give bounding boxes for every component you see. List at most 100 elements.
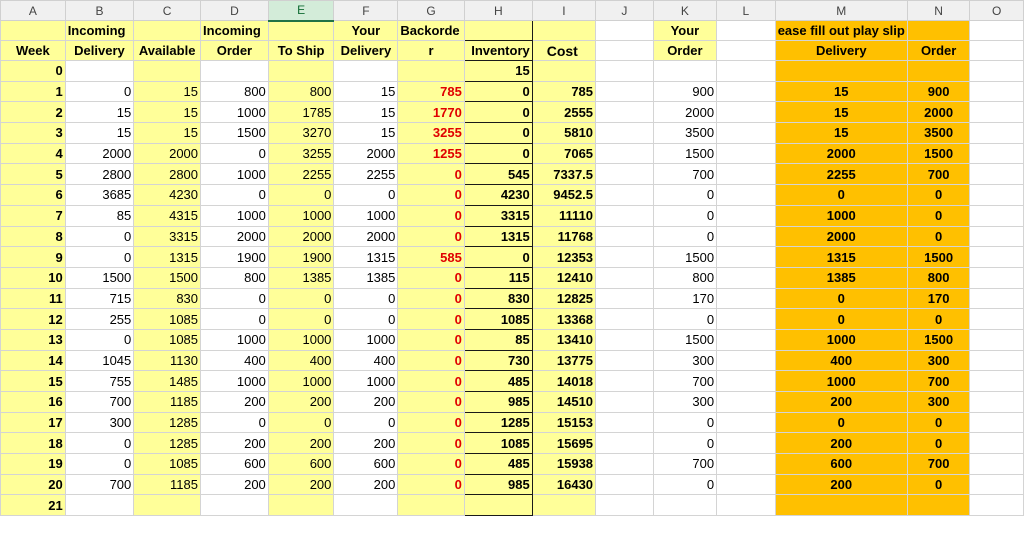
cell-d-3[interactable]: 1500 (200, 122, 269, 144)
cell-f-5[interactable]: 2255 (333, 163, 399, 186)
cell-k-16[interactable]: 300 (652, 391, 718, 413)
cell-n-20[interactable]: 0 (906, 473, 971, 496)
header2-cell-l[interactable] (716, 40, 776, 61)
cell-c-7[interactable]: 4315 (133, 204, 202, 227)
header2-cell-m[interactable]: Delivery (774, 40, 908, 61)
cell-n-15[interactable]: 700 (906, 370, 971, 392)
cell-k-3[interactable]: 3500 (652, 122, 718, 144)
cell-g-8[interactable]: 0 (397, 225, 465, 248)
column-header-b[interactable]: B (64, 0, 135, 21)
cell-k-10[interactable]: 800 (652, 266, 718, 289)
cell-f-12[interactable]: 0 (333, 308, 399, 330)
cell-a-8[interactable]: 8 (0, 225, 66, 248)
cell-m-17[interactable]: 0 (774, 411, 908, 434)
cell-i-19[interactable]: 15938 (531, 453, 597, 475)
cell-c-13[interactable]: 1085 (133, 328, 202, 351)
cell-f-8[interactable]: 2000 (333, 225, 399, 248)
cell-i-21[interactable] (531, 494, 597, 517)
cell-h-18[interactable]: 1085 (463, 432, 533, 455)
cell-d-12[interactable]: 0 (200, 308, 269, 330)
cell-f-4[interactable]: 2000 (333, 142, 399, 165)
cell-h-5[interactable]: 545 (463, 163, 533, 186)
cell-c-15[interactable]: 1485 (133, 370, 202, 392)
cell-i-14[interactable]: 13775 (531, 349, 597, 372)
cell-a-6[interactable]: 6 (0, 184, 66, 206)
cell-i-10[interactable]: 12410 (531, 266, 597, 289)
cell-k-15[interactable]: 700 (652, 370, 718, 392)
cell-e-20[interactable]: 200 (267, 473, 335, 496)
cell-h-9[interactable]: 0 (463, 246, 533, 268)
header1-cell-f[interactable]: Your (333, 20, 399, 41)
cell-f-7[interactable]: 1000 (333, 204, 399, 227)
cell-k-0[interactable] (652, 60, 718, 82)
header1-cell-e[interactable] (267, 20, 335, 41)
cell-h-16[interactable]: 985 (463, 391, 533, 413)
cell-e-3[interactable]: 3270 (267, 122, 335, 144)
cell-c-0[interactable] (133, 60, 202, 82)
cell-i-6[interactable]: 9452.5 (531, 184, 597, 206)
column-header-k[interactable]: K (652, 0, 718, 21)
cell-a-13[interactable]: 13 (0, 328, 66, 351)
cell-e-0[interactable] (267, 60, 335, 82)
cell-b-2[interactable]: 15 (64, 101, 135, 124)
cell-d-4[interactable]: 0 (200, 142, 269, 165)
cell-e-2[interactable]: 1785 (267, 101, 335, 124)
cell-o-7[interactable] (969, 204, 1024, 227)
cell-j-14[interactable] (595, 349, 654, 372)
cell-e-21[interactable] (267, 494, 335, 517)
cell-c-17[interactable]: 1285 (133, 411, 202, 434)
cell-i-3[interactable]: 5810 (531, 122, 597, 144)
cell-d-13[interactable]: 1000 (200, 328, 269, 351)
cell-k-18[interactable]: 0 (652, 432, 718, 455)
cell-k-19[interactable]: 700 (652, 453, 718, 475)
cell-a-20[interactable]: 20 (0, 473, 66, 496)
cell-h-15[interactable]: 485 (463, 370, 533, 392)
cell-m-8[interactable]: 2000 (774, 225, 908, 248)
cell-c-4[interactable]: 2000 (133, 142, 202, 165)
cell-c-9[interactable]: 1315 (133, 246, 202, 268)
cell-n-10[interactable]: 800 (906, 266, 971, 289)
cell-e-15[interactable]: 1000 (267, 370, 335, 392)
cell-b-17[interactable]: 300 (64, 411, 135, 434)
cell-m-19[interactable]: 600 (774, 453, 908, 475)
cell-g-1[interactable]: 785 (397, 80, 465, 103)
cell-k-13[interactable]: 1500 (652, 328, 718, 351)
cell-d-14[interactable]: 400 (200, 349, 269, 372)
cell-f-16[interactable]: 200 (333, 391, 399, 413)
cell-j-0[interactable] (595, 60, 654, 82)
cell-a-21[interactable]: 21 (0, 494, 66, 517)
column-header-c[interactable]: C (133, 0, 202, 21)
cell-e-14[interactable]: 400 (267, 349, 335, 372)
cell-j-18[interactable] (595, 432, 654, 455)
cell-n-2[interactable]: 2000 (906, 101, 971, 124)
cell-g-18[interactable]: 0 (397, 432, 465, 455)
cell-f-1[interactable]: 15 (333, 80, 399, 103)
column-header-m[interactable]: M (774, 0, 908, 21)
cell-m-18[interactable]: 200 (774, 432, 908, 455)
cell-i-8[interactable]: 11768 (531, 225, 597, 248)
cell-m-4[interactable]: 2000 (774, 142, 908, 165)
cell-j-7[interactable] (595, 204, 654, 227)
cell-m-20[interactable]: 200 (774, 473, 908, 496)
cell-d-2[interactable]: 1000 (200, 101, 269, 124)
cell-i-16[interactable]: 14510 (531, 391, 597, 413)
cell-h-3[interactable]: 0 (463, 122, 533, 144)
cell-l-3[interactable] (716, 122, 776, 144)
cell-b-8[interactable]: 0 (64, 225, 135, 248)
cell-m-12[interactable]: 0 (774, 308, 908, 330)
cell-a-4[interactable]: 4 (0, 142, 66, 165)
cell-b-21[interactable] (64, 494, 135, 517)
cell-o-17[interactable] (969, 411, 1024, 434)
cell-b-19[interactable]: 0 (64, 453, 135, 475)
cell-i-17[interactable]: 15153 (531, 411, 597, 434)
cell-e-17[interactable]: 0 (267, 411, 335, 434)
cell-a-11[interactable]: 11 (0, 287, 66, 310)
cell-d-0[interactable] (200, 60, 269, 82)
cell-b-18[interactable]: 0 (64, 432, 135, 455)
cell-c-20[interactable]: 1185 (133, 473, 202, 496)
cell-c-10[interactable]: 1500 (133, 266, 202, 289)
cell-a-9[interactable]: 9 (0, 246, 66, 268)
header2-cell-b[interactable]: Delivery (64, 40, 135, 61)
cell-j-20[interactable] (595, 473, 654, 496)
